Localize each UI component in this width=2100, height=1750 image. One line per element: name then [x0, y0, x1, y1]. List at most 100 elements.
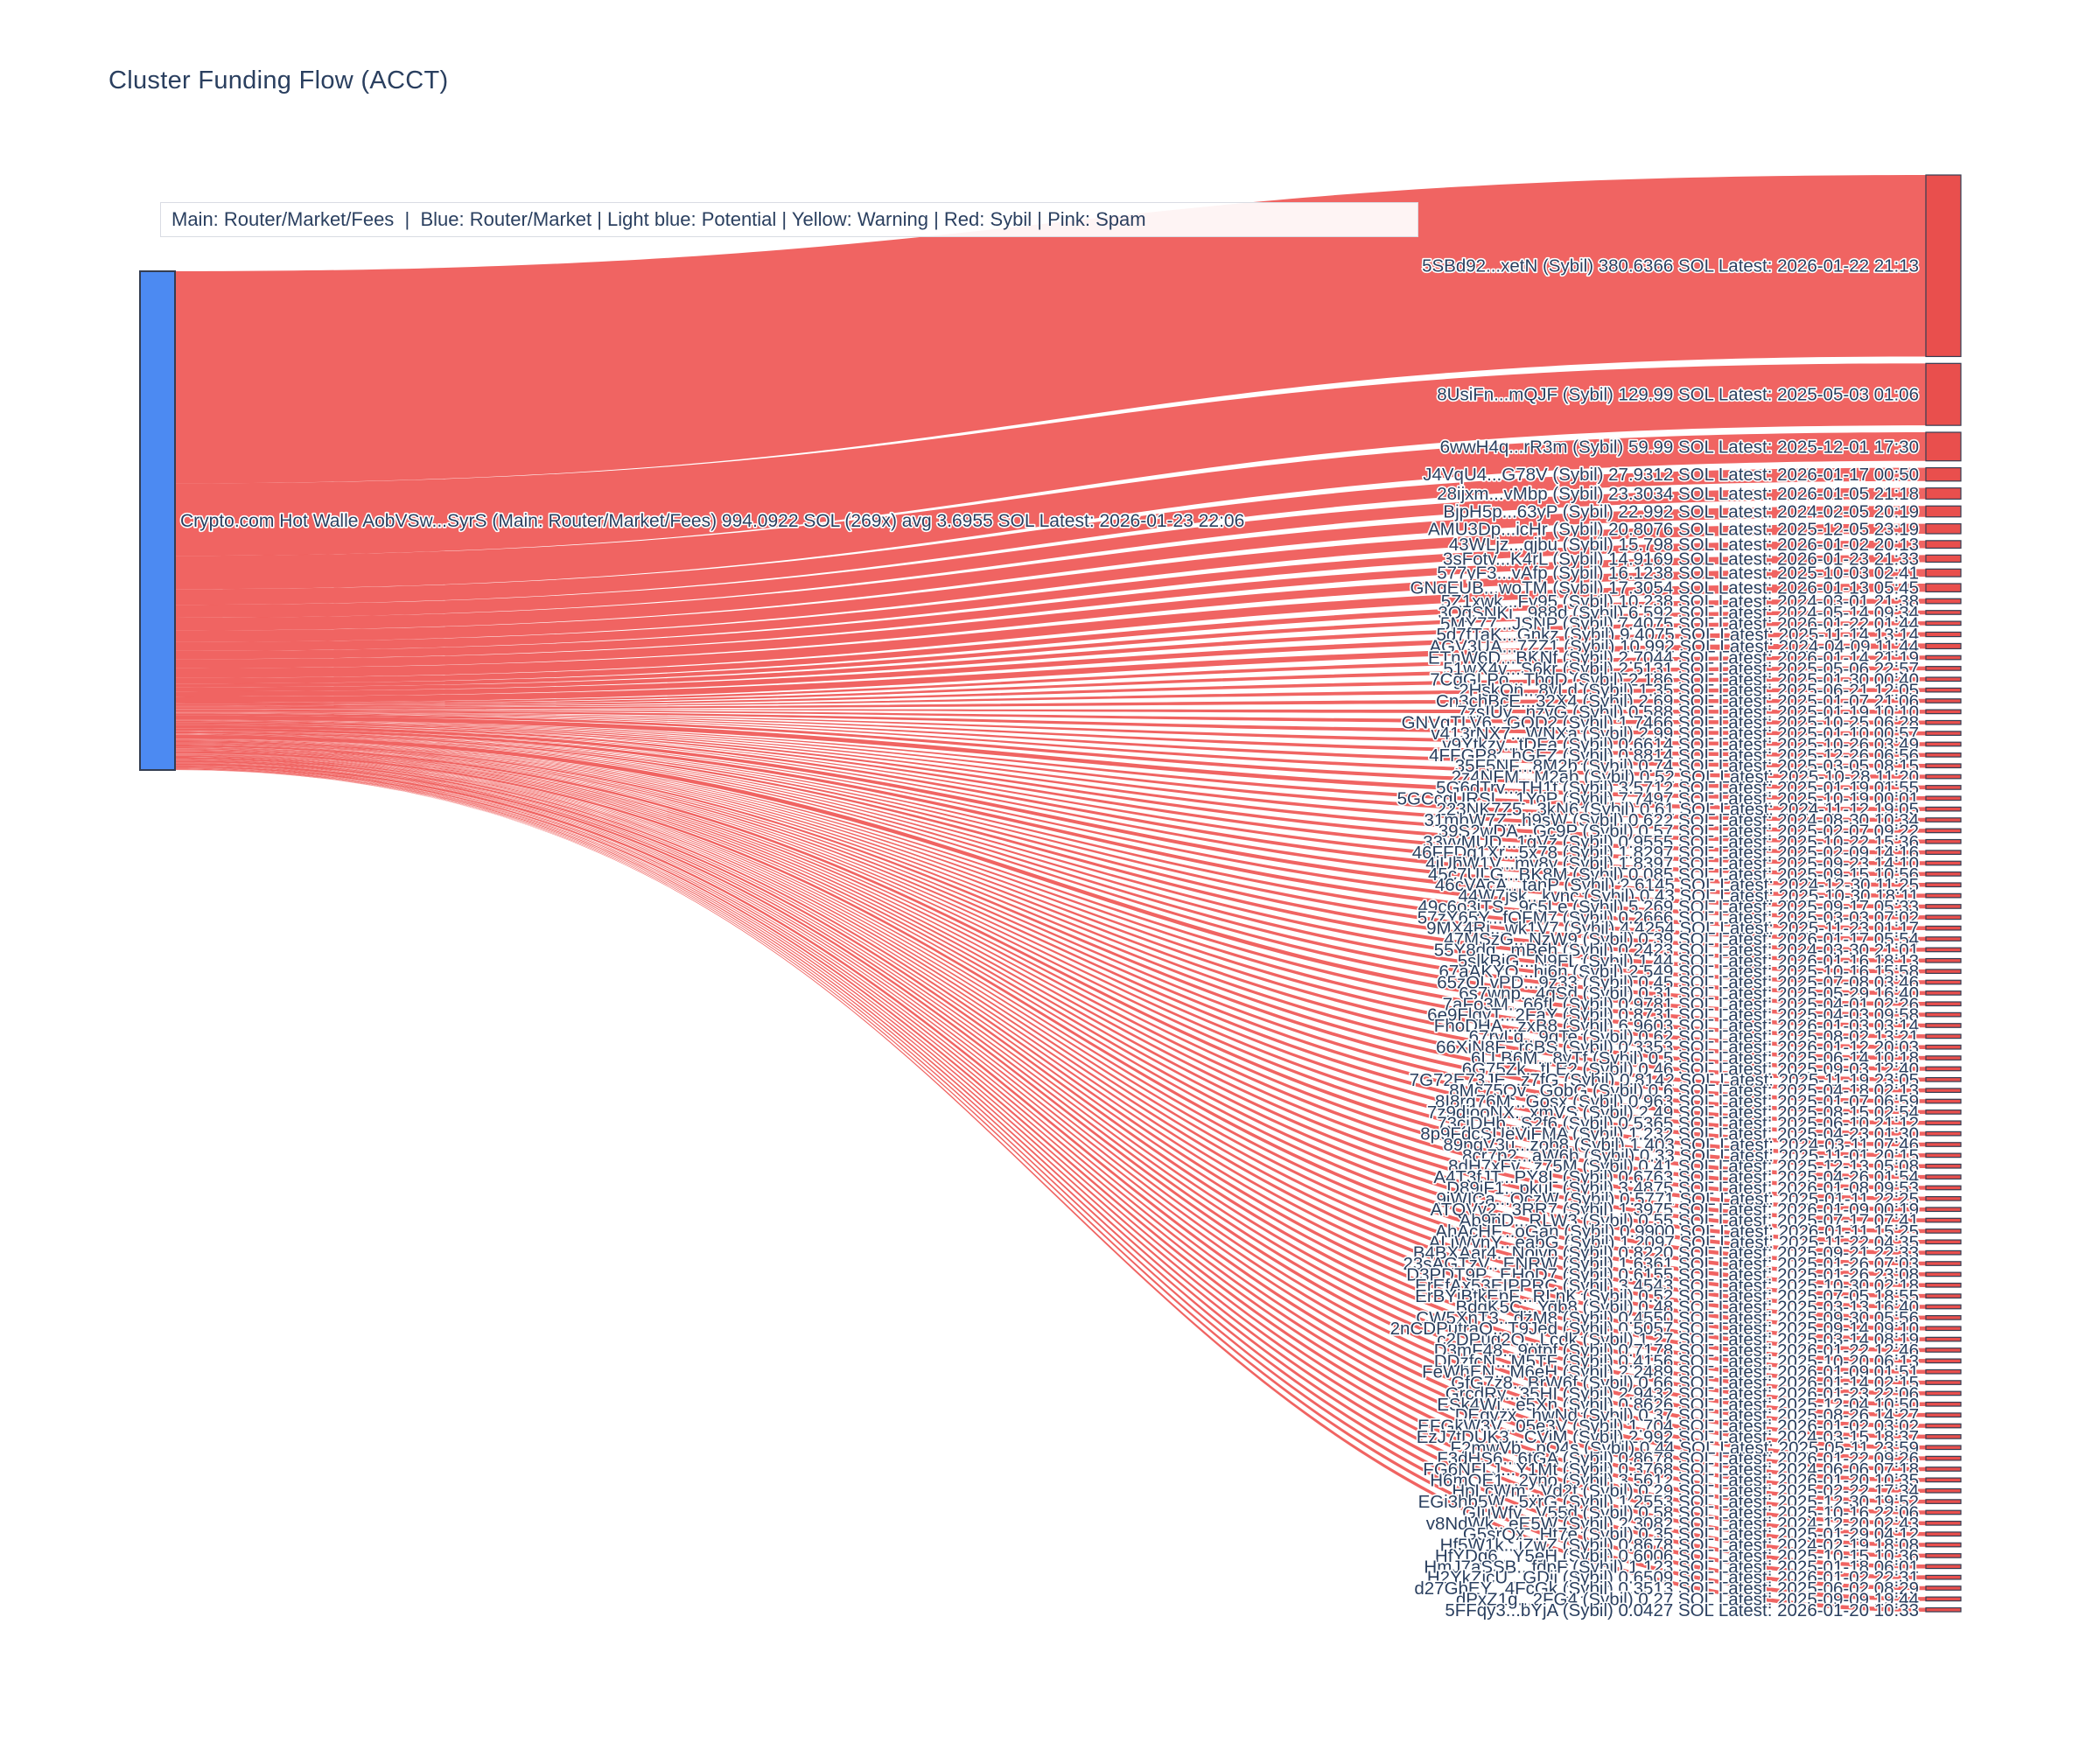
sankey-flow-link[interactable] [175, 769, 1926, 1601]
sankey-target-node[interactable] [1925, 947, 1962, 953]
sankey-target-node[interactable] [1925, 1368, 1962, 1375]
sankey-flow-link[interactable] [175, 751, 1926, 1277]
sankey-target-node[interactable] [1925, 598, 1962, 605]
sankey-target-node[interactable] [1925, 540, 1962, 550]
sankey-flow-link[interactable] [175, 769, 1926, 1612]
sankey-target-node[interactable] [1925, 698, 1962, 704]
sankey-flow-link[interactable] [175, 722, 1926, 865]
sankey-target-node[interactable] [1925, 1120, 1962, 1126]
sankey-flow-link[interactable] [175, 731, 1926, 952]
sankey-target-node[interactable] [1925, 1130, 1962, 1137]
sankey-flow-link[interactable] [175, 621, 1926, 692]
sankey-target-node[interactable] [1925, 957, 1962, 963]
sankey-target-node[interactable] [1925, 1001, 1962, 1007]
sankey-flow-link[interactable] [175, 723, 1926, 877]
sankey-flow-link[interactable] [175, 734, 1926, 1028]
sankey-flow-link[interactable] [175, 769, 1926, 1591]
sankey-target-node[interactable] [1925, 1076, 1962, 1082]
sankey-flow-link[interactable] [175, 766, 1926, 1515]
sankey-flow-link[interactable] [175, 731, 1926, 963]
sankey-flow-link[interactable] [175, 738, 1926, 1060]
sankey-target-node[interactable] [1925, 1336, 1962, 1342]
sankey-target-node[interactable] [1925, 925, 1962, 931]
sankey-target-node[interactable] [1925, 1250, 1962, 1256]
sankey-target-node[interactable] [1925, 1586, 1962, 1591]
sankey-flow-link[interactable] [175, 768, 1926, 1569]
sankey-flow-link[interactable] [175, 734, 1926, 1017]
sankey-flow-link[interactable] [175, 748, 1926, 1244]
sankey-flow-link[interactable] [175, 719, 1926, 811]
sankey-flow-link[interactable] [175, 698, 1926, 710]
sankey-target-node[interactable] [1925, 752, 1962, 758]
sankey-target-node[interactable] [1925, 1455, 1962, 1461]
sankey-target-node[interactable] [1925, 431, 1962, 462]
sankey-flow-link[interactable] [175, 738, 1926, 1039]
sankey-target-node[interactable] [1925, 904, 1962, 909]
sankey-target-node[interactable] [1925, 631, 1962, 638]
sankey-target-node[interactable] [1925, 1282, 1962, 1288]
sankey-target-node[interactable] [1925, 1142, 1962, 1147]
sankey-target-node[interactable] [1925, 174, 1962, 358]
sankey-target-node[interactable] [1925, 882, 1962, 888]
sankey-target-node[interactable] [1925, 990, 1962, 996]
sankey-flow-link[interactable] [175, 715, 1926, 801]
sankey-flow-link[interactable] [175, 746, 1926, 1201]
sankey-flow-link[interactable] [175, 767, 1926, 1536]
sankey-flow-link[interactable] [175, 733, 1926, 996]
sankey-target-node[interactable] [1925, 654, 1962, 661]
sankey-flow-link[interactable] [175, 731, 1926, 942]
sankey-target-node[interactable] [1925, 1553, 1962, 1558]
sankey-target-node[interactable] [1925, 1066, 1962, 1072]
sankey-target-node[interactable] [1925, 676, 1962, 682]
sankey-flow-link[interactable] [175, 432, 1926, 590]
sankey-flow-link[interactable] [175, 655, 1926, 704]
sankey-flow-link[interactable] [175, 752, 1926, 1298]
sankey-target-node[interactable] [1925, 936, 1962, 942]
sankey-flow-link[interactable] [175, 760, 1926, 1439]
sankey-flow-link[interactable] [175, 748, 1926, 1234]
sankey-flow-link[interactable] [175, 643, 1926, 704]
sankey-target-node[interactable] [1925, 817, 1962, 822]
sankey-target-node[interactable] [1925, 731, 1962, 736]
sankey-flow-link[interactable] [175, 733, 1926, 984]
sankey-target-node[interactable] [1925, 860, 1962, 866]
sankey-target-node[interactable] [1925, 785, 1962, 790]
sankey-target-node[interactable] [1925, 1423, 1962, 1429]
sankey-target-node[interactable] [1925, 795, 1962, 802]
sankey-target-node[interactable] [1925, 1012, 1962, 1018]
sankey-flow-link[interactable] [175, 175, 1926, 484]
sankey-target-node[interactable] [1925, 1477, 1962, 1483]
sankey-flow-link[interactable] [175, 742, 1926, 1136]
sankey-flow-link[interactable] [175, 759, 1926, 1407]
sankey-target-node[interactable] [1925, 741, 1962, 747]
sankey-target-node[interactable] [1925, 979, 1962, 985]
sankey-flow-link[interactable] [175, 757, 1926, 1385]
sankey-target-node[interactable] [1925, 1239, 1962, 1245]
sankey-target-node[interactable] [1925, 1271, 1962, 1278]
sankey-flow-link[interactable] [175, 723, 1926, 887]
sankey-flow-link[interactable] [175, 569, 1926, 668]
sankey-target-node[interactable] [1925, 666, 1962, 671]
sankey-target-node[interactable] [1925, 1207, 1962, 1213]
sankey-flow-link[interactable] [175, 540, 1926, 651]
sankey-flow-link[interactable] [175, 762, 1926, 1472]
sankey-flow-link[interactable] [175, 710, 1926, 736]
sankey-target-node[interactable] [1925, 1390, 1962, 1396]
sankey-flow-link[interactable] [175, 506, 1926, 631]
sankey-target-node[interactable] [1925, 838, 1962, 844]
sankey-target-node[interactable] [1925, 1358, 1962, 1364]
sankey-flow-link[interactable] [175, 739, 1926, 1071]
sankey-flow-link[interactable] [175, 753, 1926, 1309]
sankey-target-node[interactable] [1925, 362, 1962, 426]
sankey-flow-link[interactable] [175, 711, 1926, 746]
sankey-flow-link[interactable] [175, 745, 1926, 1190]
sankey-flow-link[interactable] [175, 724, 1926, 909]
sankey-flow-link[interactable] [175, 555, 1926, 660]
sankey-flow-link[interactable] [175, 666, 1926, 706]
sankey-target-node[interactable] [1925, 806, 1962, 812]
sankey-flow-link[interactable] [175, 747, 1926, 1222]
sankey-flow-link[interactable] [175, 709, 1926, 714]
sankey-target-node[interactable] [1925, 1348, 1962, 1353]
sankey-target-node[interactable] [1925, 1401, 1962, 1407]
sankey-target-node[interactable] [1925, 1023, 1962, 1028]
